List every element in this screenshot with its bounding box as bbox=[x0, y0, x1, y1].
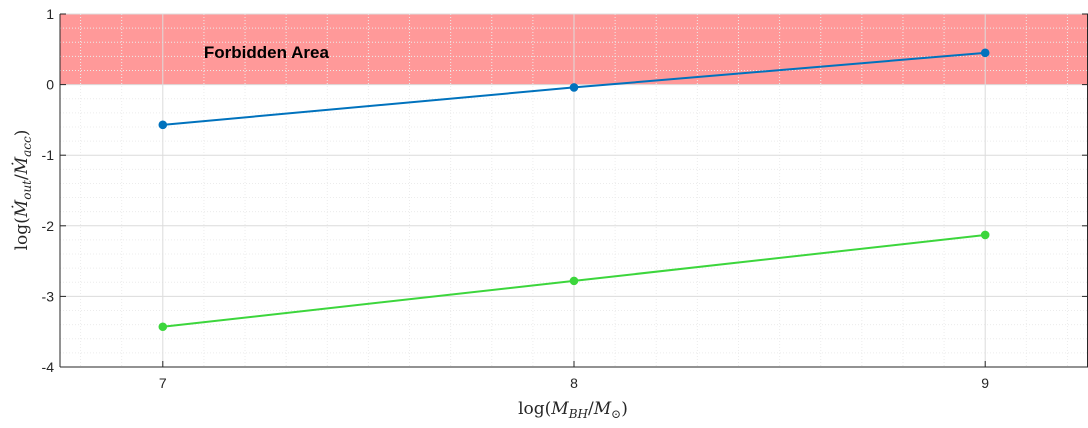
x-tick-label: 8 bbox=[570, 375, 578, 391]
y-tick-label: -4 bbox=[42, 359, 55, 375]
y-tick-label: 1 bbox=[46, 6, 54, 22]
y-tick-label: -1 bbox=[42, 147, 55, 163]
series-1-point bbox=[158, 120, 168, 130]
series-1-point bbox=[980, 48, 990, 58]
y-tick-label: -3 bbox=[42, 288, 55, 304]
series-lines bbox=[158, 48, 990, 332]
x-tick-label: 9 bbox=[981, 375, 989, 391]
annotations: Forbidden Area bbox=[204, 43, 330, 62]
series-2-point bbox=[158, 322, 168, 332]
series-2-point bbox=[980, 230, 990, 240]
x-tick-label: 7 bbox=[159, 375, 167, 391]
tick-labels: 7 8 9 -4 -3 -2 -1 0 1 bbox=[42, 6, 990, 391]
forbidden-area-label: Forbidden Area bbox=[204, 43, 330, 62]
series-2-point bbox=[569, 276, 579, 286]
y-tick-label: 0 bbox=[46, 77, 54, 93]
y-tick-label: -2 bbox=[42, 218, 55, 234]
series-1-point bbox=[569, 83, 579, 92]
x-axis-label: log(MBH/M⊙) bbox=[518, 399, 628, 421]
y-axis-label: log(Ṁout/Ṁacc) bbox=[11, 130, 34, 251]
